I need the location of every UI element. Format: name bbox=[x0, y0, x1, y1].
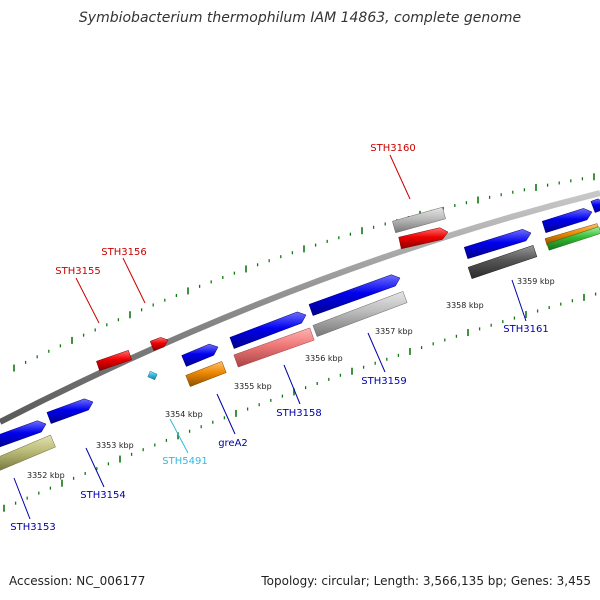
accession-label: Accession: bbox=[9, 574, 73, 588]
accession-value: NC_006177 bbox=[76, 574, 146, 588]
gene-feature-sth3155 bbox=[96, 349, 132, 372]
gene-block-sth3158 bbox=[233, 327, 315, 368]
gene-feature-next-1 bbox=[541, 208, 593, 234]
gene-features bbox=[0, 198, 600, 471]
gene-leader-sth3160 bbox=[389, 154, 411, 200]
gene-feature-sth3158 bbox=[229, 311, 307, 349]
accession-line: Accession: NC_006177 bbox=[9, 574, 145, 588]
gene-labels: 3352 kbp 3353 kbp 3354 kbp 3355 kbp 3356 kbp… bbox=[10, 143, 554, 533]
gene-block-sth3159 bbox=[312, 291, 408, 337]
gene-feature-sth3160-shadow bbox=[392, 206, 446, 234]
gene-block-next-green bbox=[546, 226, 600, 251]
gene-label-sth3158[interactable]: STH3158 bbox=[276, 408, 321, 419]
gene-label-sth3156[interactable]: STH3156 bbox=[101, 247, 146, 258]
scale-label: 3352 kbp bbox=[27, 471, 65, 480]
gene-label-sth3153[interactable]: STH3153 bbox=[10, 522, 55, 533]
scale-label: 3356 kbp bbox=[305, 354, 343, 363]
gene-leader-sth3153 bbox=[13, 477, 31, 520]
gene-label-sth3154[interactable]: STH3154 bbox=[80, 490, 125, 501]
gene-leader-grea2 bbox=[216, 393, 236, 435]
gene-feature-sth3161 bbox=[463, 229, 532, 260]
gene-label-sth3155[interactable]: STH3155 bbox=[55, 266, 100, 277]
gene-label-sth5491[interactable]: STH5491 bbox=[162, 456, 207, 467]
gene-feature-sth3159 bbox=[308, 274, 401, 316]
map-title: Symbiobacterium thermophilum IAM 14863, … bbox=[79, 10, 521, 26]
gene-block-grea2 bbox=[185, 361, 227, 387]
scale-label: 3355 kbp bbox=[234, 382, 272, 391]
gene-leader-sth3154 bbox=[85, 447, 105, 488]
topology-info: Topology: circular; Length: 3,566,135 bp… bbox=[261, 574, 591, 588]
tick-marks bbox=[3, 173, 597, 512]
scale-label: 3358 kbp bbox=[446, 301, 484, 310]
scale-label: 3357 kbp bbox=[375, 327, 413, 336]
gene-leader-sth5491 bbox=[169, 418, 189, 454]
gene-leader-sth3155 bbox=[75, 277, 100, 324]
gene-leader-sth3159 bbox=[367, 332, 386, 373]
gene-feature-sth3154 bbox=[46, 398, 94, 424]
scale-label: 3359 kbp bbox=[517, 277, 555, 286]
gene-label-sth3161[interactable]: STH3161 bbox=[503, 324, 548, 335]
genome-backbone bbox=[0, 190, 600, 425]
gene-block-sth3153 bbox=[0, 434, 56, 471]
gene-label-sth3160[interactable]: STH3160 bbox=[370, 143, 415, 154]
gene-block-sth3161 bbox=[467, 244, 538, 280]
gene-leader-sth3156 bbox=[122, 257, 146, 304]
gene-feature-next-2 bbox=[590, 198, 600, 213]
scale-label: 3353 kbp bbox=[96, 441, 134, 450]
scale-label: 3354 kbp bbox=[165, 410, 203, 419]
gene-feature-grea2 bbox=[181, 343, 219, 367]
gene-feature-sth3156 bbox=[149, 337, 169, 352]
gene-leader-sth3161 bbox=[511, 279, 527, 322]
gene-feature-sth3153 bbox=[0, 420, 47, 448]
gene-leader-sth3158 bbox=[283, 364, 301, 405]
gene-feature-sth3160 bbox=[398, 227, 449, 250]
gene-label-grea2[interactable]: greA2 bbox=[218, 438, 248, 449]
gene-feature-sth5491 bbox=[147, 370, 158, 381]
gene-label-sth3159[interactable]: STH3159 bbox=[361, 376, 406, 387]
